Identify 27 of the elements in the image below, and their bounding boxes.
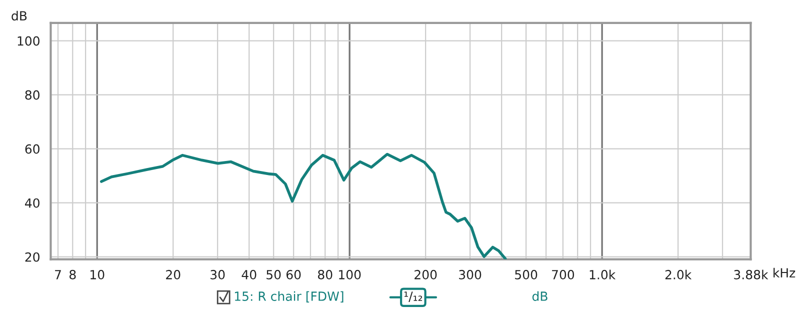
text: ¹/₁₂ — [404, 292, 422, 302]
y-axis-title: dB — [12, 10, 27, 21]
x-tick-label: 20 — [166, 270, 180, 280]
x-tick-label: 500 — [515, 270, 538, 280]
y-tick-label: 100 — [18, 36, 40, 46]
text: 15: R chair [FDW] — [234, 291, 344, 302]
y-tick-label: 80 — [25, 90, 40, 100]
x-tick-label: 50 — [266, 270, 281, 280]
x-tick-label: 1.0k — [590, 270, 616, 280]
y-tick-label: 40 — [25, 198, 40, 208]
x-tick-label: 200 — [414, 270, 437, 280]
x-tick-label: 300 — [459, 270, 482, 280]
x-tick-label: 60 — [286, 270, 301, 280]
y-tick-label: 20 — [25, 252, 40, 262]
x-tick-label: 7 — [55, 270, 61, 280]
x-tick-label: 10 — [90, 270, 104, 280]
x-tick-label: 40 — [242, 270, 256, 280]
x-tick-label: 8 — [70, 270, 76, 280]
x-tick-label: 3.88k — [734, 270, 768, 280]
x-tick-label: 100 — [339, 270, 361, 280]
x-tick-label: 2.0k — [665, 270, 692, 280]
y-tick-label: 60 — [25, 144, 40, 154]
x-tick-label: 700 — [552, 270, 574, 280]
x-tick-label: 30 — [210, 270, 225, 280]
x-axis-title: kHz — [774, 268, 796, 278]
text: dB — [532, 291, 548, 301]
x-tick-label: 80 — [318, 270, 332, 280]
